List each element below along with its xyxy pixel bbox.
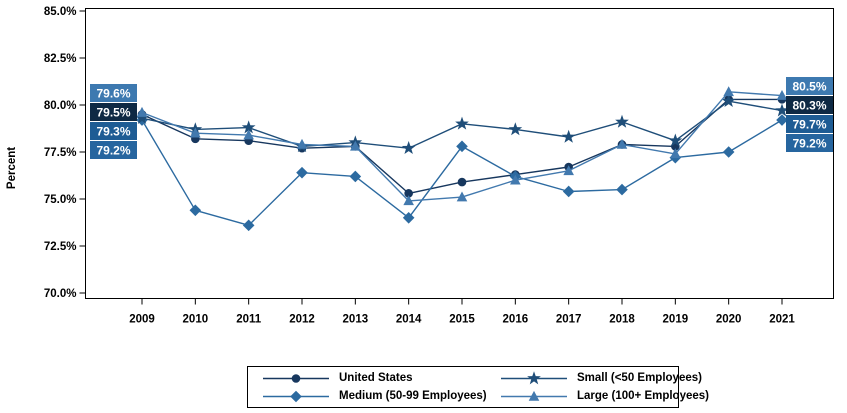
star-marker bbox=[241, 120, 256, 134]
legend-label: United States bbox=[339, 372, 413, 384]
triangle-marker bbox=[350, 140, 361, 151]
legend-label: Large (100+ Employees) bbox=[577, 390, 709, 402]
value-label: 80.3% bbox=[786, 96, 833, 114]
legend-item-united-states: United States bbox=[262, 371, 500, 386]
y-axis-title: Percent bbox=[6, 147, 18, 189]
star-marker bbox=[527, 370, 541, 384]
svg-text:80.5%: 80.5% bbox=[792, 80, 826, 94]
triangle-marker bbox=[243, 129, 254, 140]
diamond-marker bbox=[290, 390, 302, 402]
value-label: 79.3% bbox=[90, 122, 137, 140]
x-tick-label: 2018 bbox=[609, 314, 635, 326]
svg-text:79.2%: 79.2% bbox=[792, 137, 826, 151]
value-label: 79.7% bbox=[786, 115, 833, 133]
chart-legend: United States Small (<50 Employees) Medium… bbox=[247, 366, 709, 408]
star-marker bbox=[615, 114, 629, 128]
star-marker bbox=[401, 141, 416, 155]
x-tick-label: 2012 bbox=[289, 314, 315, 326]
y-tick-label: 80.0% bbox=[44, 100, 77, 112]
diamond-marker bbox=[242, 219, 255, 232]
triangle-marker bbox=[776, 90, 788, 100]
star-marker bbox=[508, 122, 523, 136]
plot-border bbox=[85, 8, 834, 299]
x-tick-label: 2011 bbox=[236, 314, 262, 326]
star-marker bbox=[455, 116, 469, 130]
circle-marker bbox=[404, 189, 413, 198]
svg-text:79.3%: 79.3% bbox=[96, 125, 130, 139]
x-tick-label: 2013 bbox=[343, 314, 369, 326]
diamond-marker bbox=[456, 140, 468, 153]
x-tick-label: 2016 bbox=[503, 314, 529, 326]
y-tick-label: 70.0% bbox=[44, 288, 77, 300]
diamond-marker bbox=[402, 212, 415, 224]
x-tick-label: 2015 bbox=[449, 314, 475, 326]
triangle-marker bbox=[136, 106, 148, 117]
line-chart-canvas: Percent 85.0% 82.5% 80.0% 77.5% 75.0% 72.5% 70… bbox=[6, 6, 834, 326]
triangle-marker bbox=[456, 191, 468, 202]
diamond-marker bbox=[616, 183, 628, 196]
triangle-marker bbox=[616, 138, 628, 149]
series-small-50-employees bbox=[135, 94, 789, 155]
star-legend-swatch bbox=[501, 370, 567, 384]
legend-label: Medium (50-99 Employees) bbox=[339, 390, 487, 402]
diamond-marker bbox=[189, 204, 202, 217]
diamond-marker bbox=[349, 170, 362, 183]
x-tick-label: 2009 bbox=[129, 314, 155, 326]
svg-text:79.2%: 79.2% bbox=[96, 144, 130, 158]
x-tick-label: 2019 bbox=[663, 314, 689, 326]
star-marker bbox=[561, 129, 576, 143]
triangle-legend-swatch bbox=[501, 390, 567, 401]
legend-item-small-50-employees: Small (<50 Employees) bbox=[500, 370, 709, 386]
circle-marker bbox=[291, 373, 301, 383]
circle-legend-swatch bbox=[263, 373, 329, 383]
y-tick-label: 82.5% bbox=[44, 53, 77, 65]
svg-text:79.6%: 79.6% bbox=[96, 87, 130, 101]
triangle-marker bbox=[563, 165, 574, 176]
triangle-marker bbox=[528, 390, 540, 401]
circle-marker bbox=[457, 177, 467, 187]
legend-item-large-100-employees: Large (100+ Employees) bbox=[500, 389, 709, 404]
star-marker bbox=[775, 103, 789, 117]
y-tick-label: 85.0% bbox=[44, 6, 77, 18]
value-label: 79.5% bbox=[90, 103, 137, 121]
diamond-marker bbox=[776, 114, 788, 126]
x-tick-label: 2020 bbox=[716, 314, 742, 326]
x-tick-label: 2014 bbox=[396, 314, 422, 326]
star-marker bbox=[668, 133, 683, 147]
value-label: 80.5% bbox=[786, 77, 833, 95]
star-marker bbox=[135, 110, 149, 124]
value-label: 79.2% bbox=[786, 134, 833, 152]
y-tick-label: 72.5% bbox=[44, 241, 77, 253]
diamond-marker bbox=[722, 146, 735, 158]
y-tick-label: 75.0% bbox=[44, 194, 77, 206]
svg-text:79.5%: 79.5% bbox=[96, 106, 130, 120]
star-marker bbox=[721, 94, 736, 108]
triangle-marker bbox=[190, 127, 201, 138]
x-tick-label: 2021 bbox=[769, 314, 795, 326]
diamond-marker bbox=[296, 166, 308, 179]
legend-item-medium-50-99-employees: Medium (50-99 Employees) bbox=[262, 389, 500, 404]
triangle-marker bbox=[296, 138, 308, 149]
svg-text:80.3%: 80.3% bbox=[792, 99, 826, 113]
diamond-marker bbox=[562, 185, 575, 198]
series-large-100-employees bbox=[136, 86, 788, 206]
legend-label: Small (<50 Employees) bbox=[577, 372, 702, 384]
diamond-legend-swatch bbox=[263, 390, 329, 402]
y-tick-label: 77.5% bbox=[44, 147, 77, 159]
value-label: 79.6% bbox=[90, 84, 137, 102]
triangle-marker bbox=[510, 174, 521, 185]
triangle-marker bbox=[670, 148, 681, 159]
triangle-marker bbox=[723, 86, 734, 97]
x-tick-label: 2010 bbox=[183, 314, 209, 326]
x-tick-label: 2017 bbox=[556, 314, 582, 326]
svg-text:79.7%: 79.7% bbox=[792, 118, 826, 132]
triangle-marker bbox=[403, 195, 414, 206]
value-label: 79.2% bbox=[90, 141, 137, 159]
